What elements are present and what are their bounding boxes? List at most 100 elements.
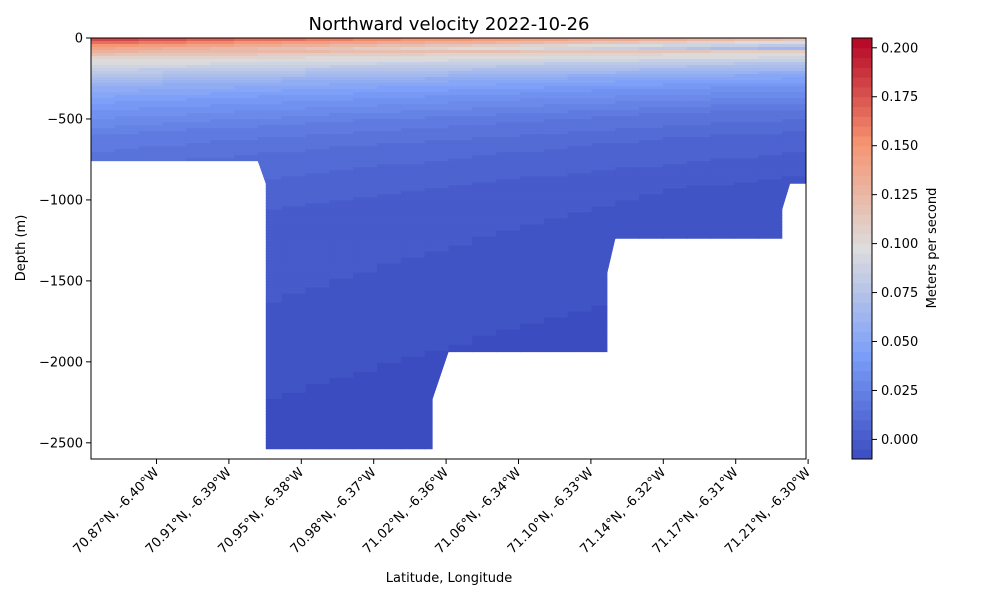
contour-cell [543, 104, 569, 108]
contour-cell [91, 110, 116, 114]
contour-cell [162, 173, 187, 177]
contour-cell [257, 248, 283, 253]
contour-cell [448, 419, 473, 424]
contour-cell [615, 245, 640, 250]
contour-cell [162, 437, 187, 442]
contour-cell [234, 446, 259, 450]
contour-cell [710, 296, 736, 301]
contour-cell [520, 425, 545, 430]
contour-cell [496, 86, 521, 90]
contour-cell [520, 182, 545, 186]
contour-cell [329, 413, 354, 418]
contour-cell [424, 374, 450, 379]
contour-cell [472, 347, 497, 352]
contour-cell [186, 185, 211, 189]
contour-cell [257, 194, 283, 198]
contour-cell [162, 248, 187, 253]
contour-cell [734, 257, 759, 262]
contour-cell [758, 164, 783, 168]
contour-cell [305, 257, 330, 262]
contour-cell [424, 242, 450, 247]
contour-cell [400, 443, 426, 448]
contour-cell [162, 359, 187, 364]
contour-cell [686, 56, 712, 60]
contour-cell [186, 377, 211, 382]
contour-cell [710, 167, 736, 171]
contour-cell [400, 431, 426, 436]
contour-cell [377, 95, 402, 99]
contour-cell [615, 47, 640, 51]
colorbar-ticks: 0.0000.0250.0500.0750.1000.1250.1500.175… [872, 41, 918, 448]
contour-cell [424, 158, 450, 162]
contour-cell [782, 263, 806, 268]
contour-cell [520, 83, 545, 87]
contour-cell [520, 197, 545, 201]
contour-cell [496, 380, 521, 385]
contour-cell [615, 239, 640, 244]
contour-cell [353, 62, 378, 66]
contour-cell [281, 77, 307, 81]
contour-cell [639, 89, 664, 93]
contour-cell [782, 305, 806, 310]
contour-cell [639, 155, 664, 159]
contour-cell [234, 224, 259, 229]
contour-cell [329, 386, 354, 391]
contour-cell [686, 377, 712, 382]
contour-cell [496, 149, 521, 153]
contour-cell [543, 275, 569, 280]
contour-cell [138, 392, 164, 397]
contour-cell [91, 209, 116, 214]
contour-cell [114, 113, 140, 117]
contour-cell [448, 86, 473, 90]
contour-cell [734, 143, 759, 147]
contour-cell [520, 287, 545, 292]
contour-cell [377, 161, 402, 165]
contour-cell [424, 83, 450, 87]
contour-cell [615, 323, 640, 328]
contour-cell [377, 230, 402, 235]
contour-cell [377, 443, 402, 448]
contour-cell [138, 251, 164, 256]
contour-cell [305, 395, 330, 400]
contour-cell [591, 122, 616, 126]
contour-cell [496, 362, 521, 367]
contour-cell [305, 149, 330, 153]
contour-cell [186, 260, 211, 265]
contour-cell [734, 203, 759, 207]
contour-cell [91, 290, 116, 295]
contour-cell [210, 263, 235, 268]
contour-cell [114, 173, 140, 177]
contour-cell [472, 221, 497, 226]
contour-cell [186, 155, 211, 159]
contour-cell [782, 299, 806, 304]
contour-cell [257, 344, 283, 349]
contour-cell [734, 116, 759, 120]
contour-cell [329, 419, 354, 424]
contour-cell [210, 50, 235, 54]
contour-cell [448, 236, 473, 241]
contour-cell [353, 308, 378, 313]
contour-cell [424, 257, 450, 262]
contour-cell [710, 290, 736, 295]
contour-cell [257, 293, 283, 298]
contour-cell [639, 293, 664, 298]
contour-cell [758, 356, 783, 361]
contour-cell [281, 101, 307, 105]
contour-cell [734, 71, 759, 75]
contour-cell [424, 197, 450, 201]
contour-cell [686, 269, 712, 274]
contour-cell [377, 224, 402, 229]
contour-cell [567, 131, 593, 135]
contour-cell [186, 149, 211, 153]
contour-cell [472, 242, 497, 247]
contour-cell [138, 170, 164, 174]
contour-cell [448, 185, 473, 189]
contour-cell [472, 68, 497, 72]
contour-cell [615, 338, 640, 343]
contour-cell [591, 296, 616, 301]
contour-cell [496, 272, 521, 277]
contour-cell [257, 44, 283, 48]
contour-cell [114, 119, 140, 123]
contour-cell [758, 308, 783, 313]
contour-cell [758, 395, 783, 400]
